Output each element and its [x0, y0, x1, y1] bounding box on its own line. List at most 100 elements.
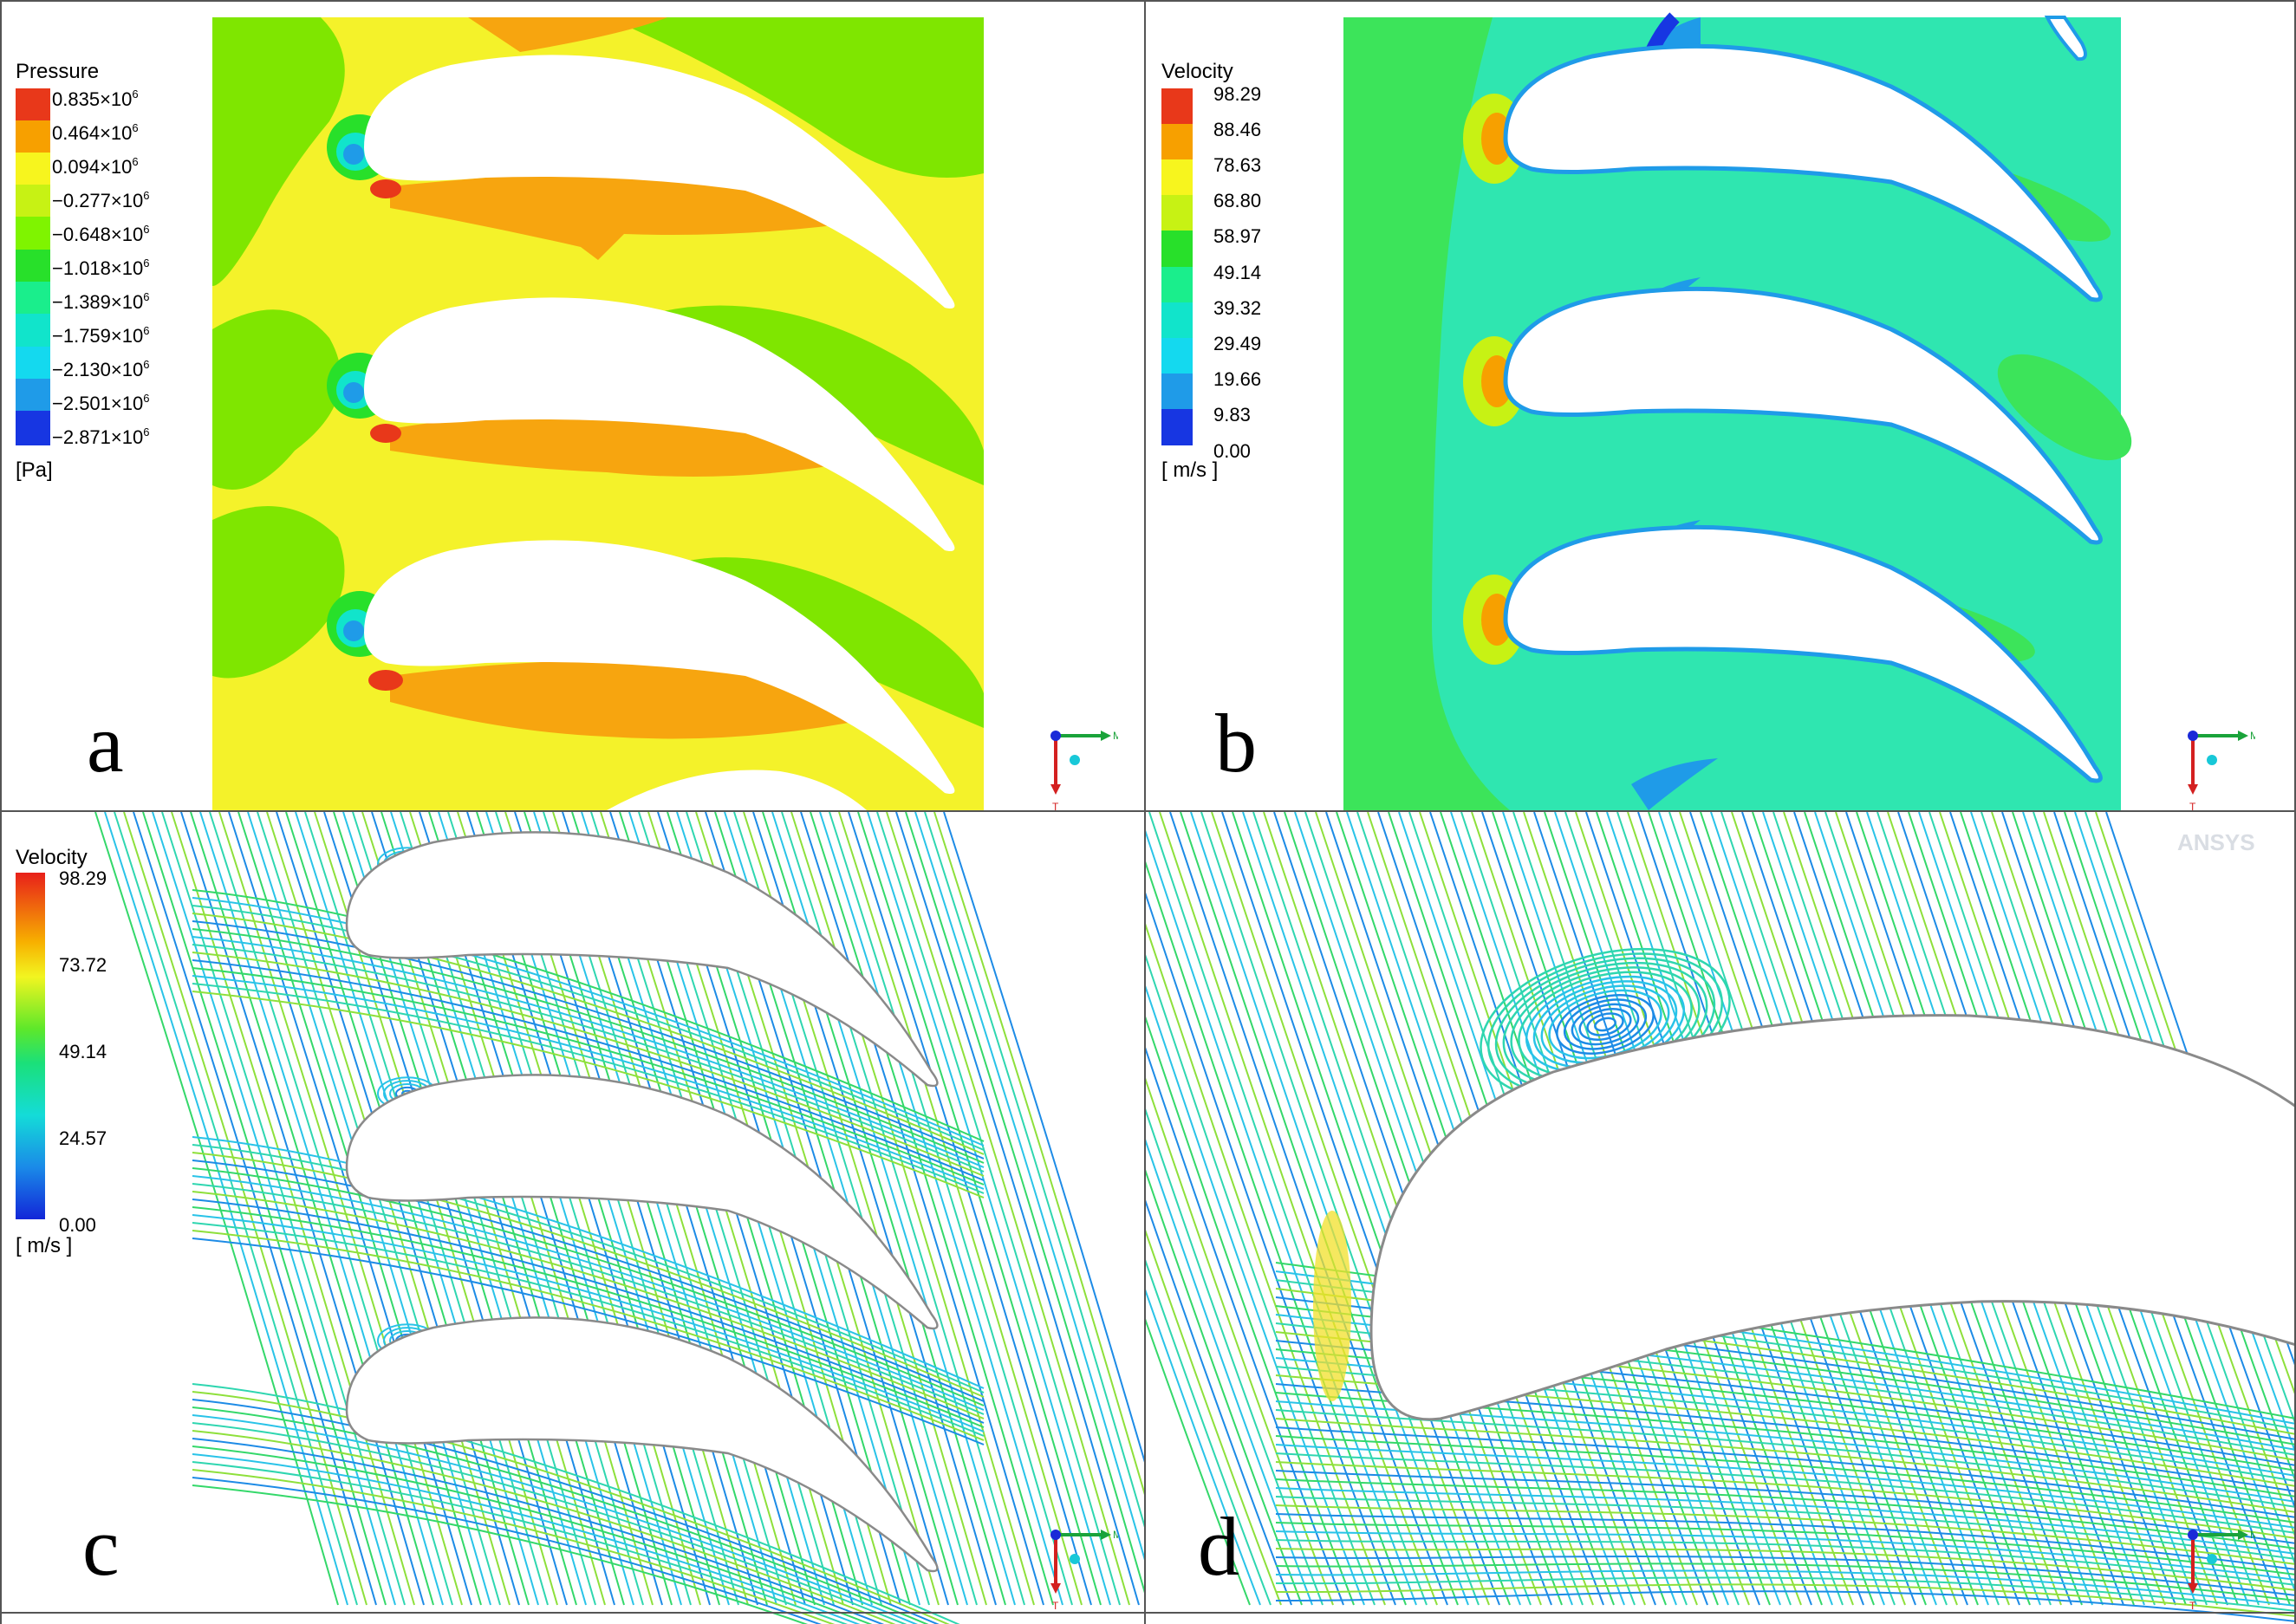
streamline: [192, 983, 985, 1194]
streamline: [192, 975, 985, 1190]
streamline: [1180, 812, 1459, 1606]
streamline: [1275, 1513, 2296, 1570]
streamline: [192, 1237, 985, 1445]
streamline: [1275, 1444, 2296, 1529]
streamline: [943, 812, 1144, 1463]
streamline: [1275, 1435, 2296, 1523]
streamline: [1146, 1289, 1261, 1606]
streamline: [1275, 1548, 2296, 1591]
streamline: [192, 1406, 929, 1624]
frame-border-bottom: [0, 1612, 2296, 1614]
streamline: [762, 812, 1006, 1606]
streamline: [190, 812, 434, 1606]
streamline: [1159, 812, 1438, 1606]
streamline: [192, 1183, 985, 1415]
streamline: [114, 812, 358, 1606]
streamline: [1146, 1169, 1303, 1606]
pressure-tick: −2.501×106: [52, 392, 150, 414]
streamline-field-c: [94, 812, 1144, 1624]
streamline: [192, 1167, 985, 1406]
frame-border-left: [0, 0, 2, 1624]
velocity-legend-c: Velocity 98.29 73.72 49.14 24.57: [16, 847, 107, 1257]
velocity-tick: 29.49: [1213, 333, 1262, 354]
streamline: [1146, 892, 1396, 1606]
streamline: [192, 1191, 985, 1419]
streamline: [218, 812, 463, 1606]
frame-border-right: [2294, 0, 2296, 1624]
streamline: [1275, 1539, 2296, 1586]
streamline: [192, 1469, 836, 1624]
pressure-tick: 0.835×106: [52, 88, 139, 110]
streamline: [192, 991, 985, 1199]
pressure-legend-unit: [Pa]: [16, 458, 53, 482]
axis-m-label: M: [1113, 1529, 1118, 1541]
streamline: [1146, 1017, 1355, 1606]
velocity-legend: Velocity 98.29 88.46 78.63 68.80 58.97 4…: [1161, 61, 1261, 482]
streamline: [1275, 1426, 2296, 1518]
velocity-tick: 68.80: [1213, 190, 1262, 211]
streamline: [1146, 861, 1407, 1606]
axis-m-label: M: [2250, 1529, 2255, 1541]
streamline: [1200, 812, 1480, 1606]
streamline: [1275, 1569, 2296, 1607]
streamline: [1275, 1470, 2296, 1544]
streamline: [192, 1214, 985, 1432]
pressure-tick: −1.389×106: [52, 290, 150, 313]
velocity-tick: 49.14: [59, 1041, 107, 1062]
streamline: [1148, 812, 1428, 1606]
streamline: [192, 1399, 940, 1624]
streamline: [1146, 1199, 1292, 1606]
streamline: [895, 812, 1140, 1606]
streamline: [1275, 1590, 2296, 1622]
velocity-legend-unit: [ m/s ]: [1161, 458, 1219, 482]
blade-profile: [345, 1316, 939, 1573]
blade-profile: [345, 831, 939, 1088]
streamline: [192, 967, 985, 1186]
streamline: [192, 1391, 950, 1624]
vortex-ring: [1586, 1012, 1624, 1036]
streamline: [1275, 1556, 2296, 1596]
ansys-watermark: ANSYS: [2177, 829, 2255, 855]
streamline: [1275, 1487, 2296, 1555]
streamline: [886, 812, 1130, 1606]
streamline: [192, 936, 985, 1168]
velocity-tick: 78.63: [1213, 154, 1262, 176]
streamline: [1275, 1504, 2296, 1565]
velocity-tick: 98.29: [59, 867, 107, 889]
streamline: [192, 905, 985, 1151]
streamline: [848, 812, 1092, 1606]
frame-border-top: [0, 0, 2296, 2]
axis-t-label: T: [2189, 801, 2196, 810]
velocity-tick: 24.57: [59, 1127, 107, 1149]
streamline-field-d: [1146, 812, 2296, 1622]
streamline: [142, 812, 387, 1606]
streamline: [924, 812, 1144, 1528]
streamline: [1190, 812, 1469, 1606]
streamline: [192, 1461, 849, 1624]
streamline: [192, 1222, 985, 1437]
streamline: [1146, 1047, 1344, 1606]
axis-t-label: T: [2189, 1600, 2196, 1612]
streamline: [1275, 1522, 2296, 1575]
streamline: [180, 812, 425, 1606]
pressure-tick: −1.018×106: [52, 257, 150, 279]
streamline: [192, 913, 985, 1155]
streamline: [192, 1136, 985, 1389]
streamline: [1169, 812, 1448, 1606]
pressure-legend: Pressure 0.835×106 0.464×106 0.094×106 −…: [16, 61, 149, 482]
streamline: [819, 812, 1063, 1606]
streamline: [838, 812, 1083, 1606]
pressure-tick: 0.094×106: [52, 155, 139, 178]
streamline: [192, 1152, 985, 1398]
panel-d-streamlines-zoom: ANSYS d M T: [1146, 812, 2296, 1624]
streamline: [192, 1422, 907, 1624]
panel-b-velocity-contour: Velocity 98.29 88.46 78.63 68.80 58.97 4…: [1146, 0, 2296, 810]
velocity-colorbar-c: [16, 873, 45, 1219]
streamline: [1211, 812, 1490, 1606]
streamline: [192, 1199, 985, 1424]
streamline: [192, 959, 985, 1181]
vortex-ring: [1563, 998, 1648, 1050]
streamline: [192, 1383, 960, 1624]
streamline: [933, 812, 1144, 1496]
pressure-contour-field: [212, 17, 984, 810]
